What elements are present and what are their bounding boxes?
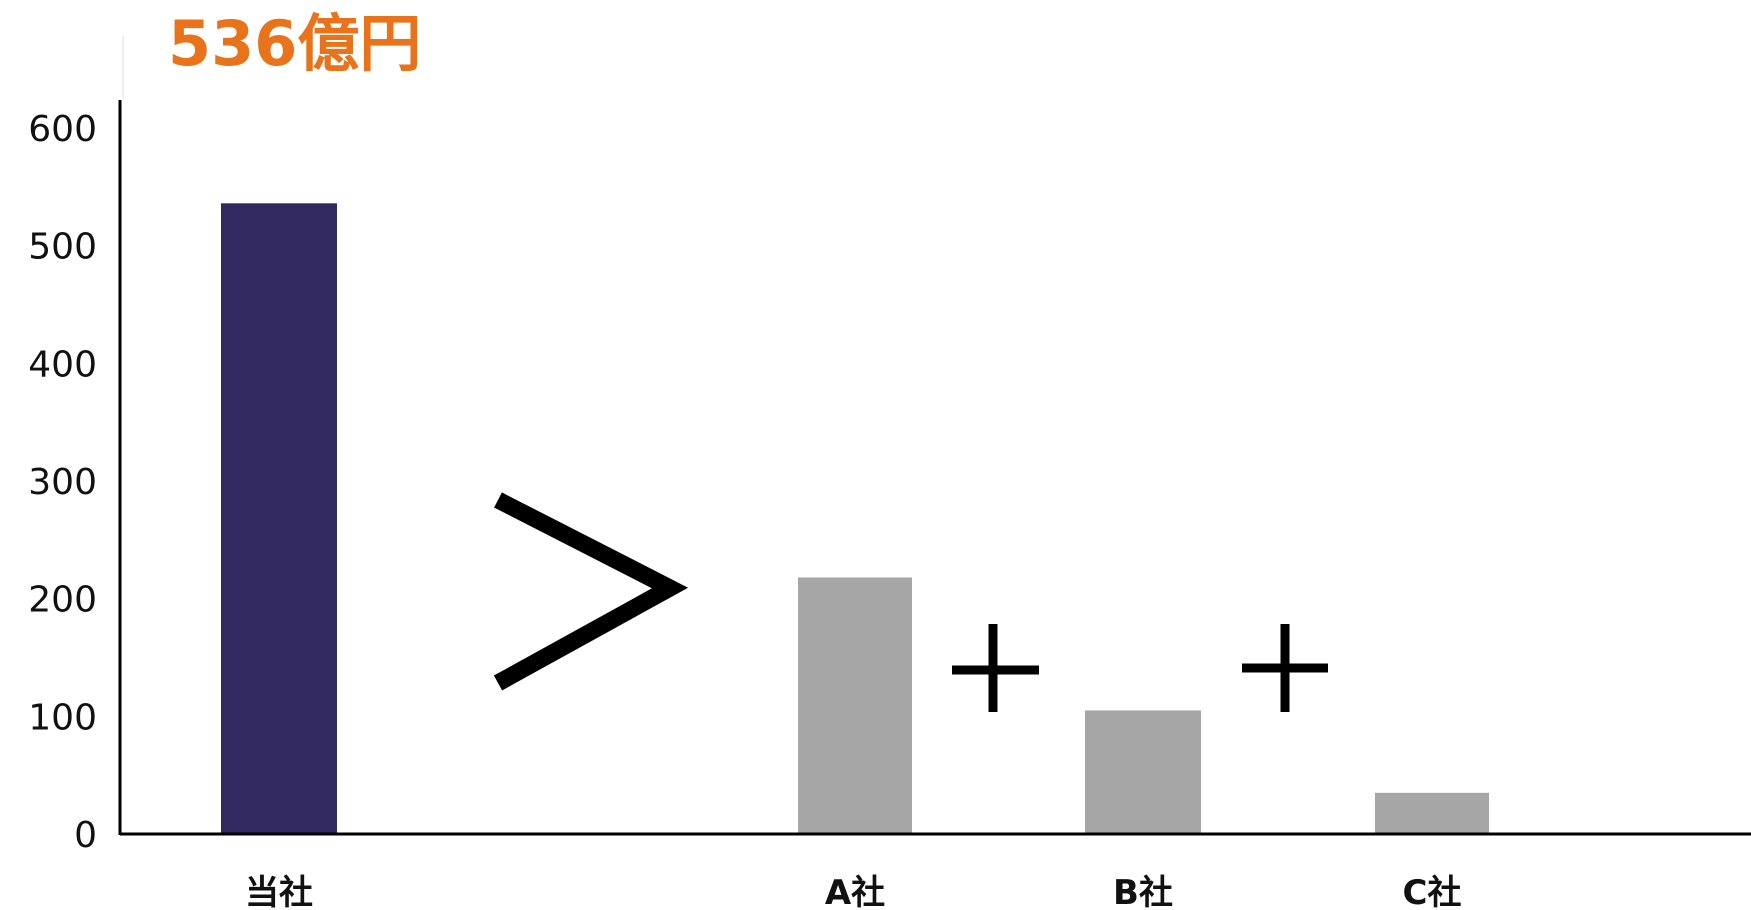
y-axis-ticks: 0 100 200 300 400 500 600 — [28, 109, 97, 856]
bar — [1085, 710, 1201, 834]
plus-symbol — [1242, 624, 1328, 712]
plus-symbol — [952, 624, 1039, 712]
y-tick-label: 200 — [28, 580, 97, 621]
x-axis-labels: 当社 A社 B社 C社 — [245, 873, 1461, 910]
x-category-label: C社 — [1403, 873, 1462, 910]
y-tick-label: 100 — [28, 697, 97, 738]
y-tick-label: 300 — [28, 462, 97, 503]
y-tick-label: 600 — [28, 109, 97, 150]
greater-than-symbol — [493, 492, 689, 691]
x-category-label: 当社 — [245, 873, 313, 910]
x-category-label: B社 — [1113, 873, 1173, 910]
y-tick-label: 0 — [74, 815, 97, 856]
bar — [1375, 792, 1489, 834]
highlight-value-annotation: 536億円 — [168, 7, 421, 80]
bar — [798, 577, 912, 834]
x-category-label: A社 — [825, 873, 885, 910]
bar — [221, 203, 337, 835]
bars — [221, 203, 1489, 835]
y-tick-label: 400 — [28, 344, 97, 385]
y-tick-label: 500 — [28, 227, 97, 268]
